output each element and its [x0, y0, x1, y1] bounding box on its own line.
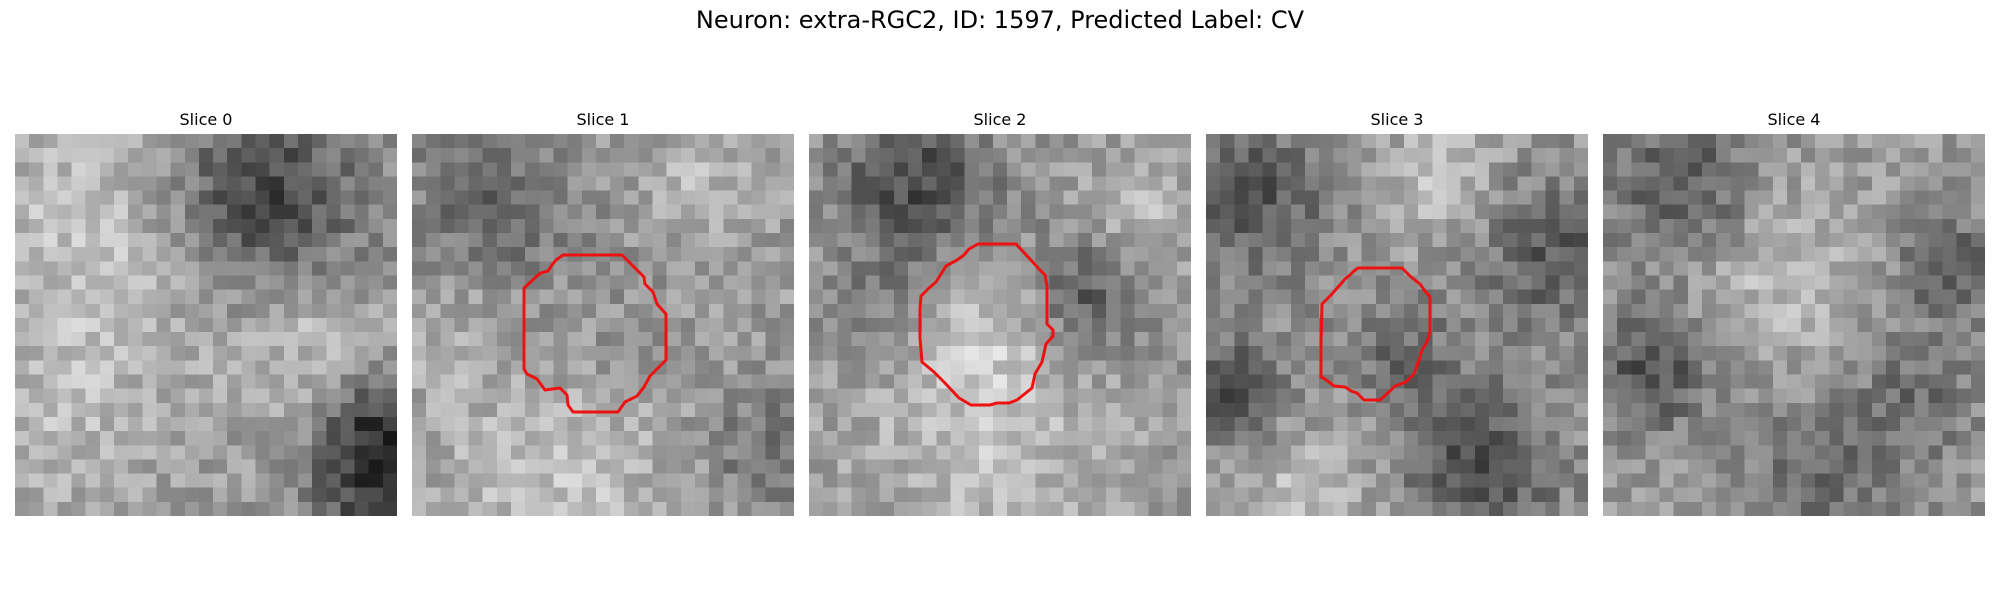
slice-panel-4: Slice 4	[1603, 108, 1985, 516]
grayscale-slice	[15, 134, 397, 516]
slice-title: Slice 0	[179, 110, 233, 129]
slice-panel-1: Slice 1	[412, 108, 794, 516]
cell-contour-outline	[918, 242, 1055, 407]
grayscale-slice	[1603, 134, 1985, 516]
slice-title: Slice 4	[1767, 110, 1821, 129]
cell-contour-outline	[522, 253, 668, 414]
grayscale-slice	[809, 134, 1191, 516]
slice-image	[15, 134, 397, 516]
figure-title: Neuron: extra-RGC2, ID: 1597, Predicted …	[695, 6, 1305, 34]
grayscale-slice	[412, 134, 794, 516]
slice-title: Slice 1	[576, 110, 630, 129]
slice-title: Slice 2	[973, 110, 1027, 129]
slice-panel-3: Slice 3	[1206, 108, 1588, 516]
slice-image	[1206, 134, 1588, 516]
cell-contour-outline	[1319, 266, 1432, 402]
slice-title: Slice 3	[1370, 110, 1424, 129]
slice-panel-0: Slice 0	[15, 108, 397, 516]
slice-panel-2: Slice 2	[809, 108, 1191, 516]
grayscale-slice	[1206, 134, 1588, 516]
slice-image	[412, 134, 794, 516]
slice-image	[809, 134, 1191, 516]
slice-image	[1603, 134, 1985, 516]
